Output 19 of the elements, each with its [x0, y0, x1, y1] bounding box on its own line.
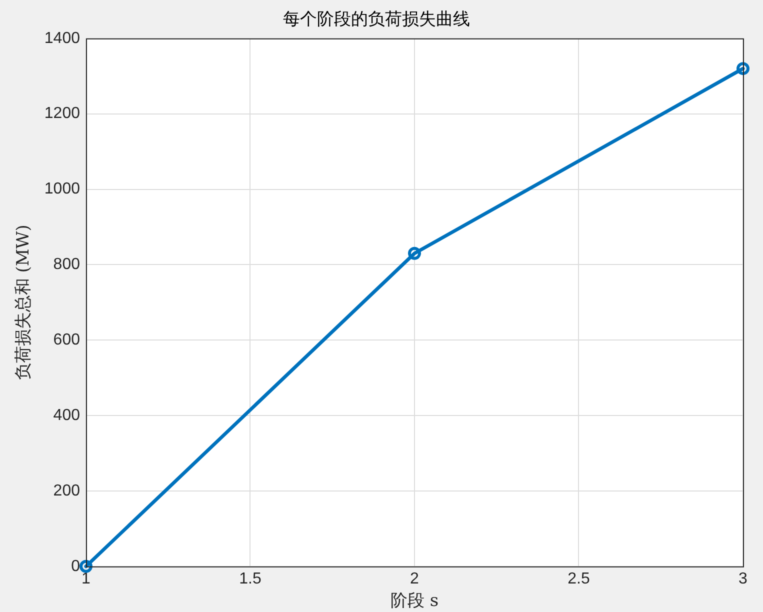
x-axis-title: 阶段 s — [390, 591, 439, 612]
point — [408, 246, 421, 260]
point — [736, 62, 750, 76]
y-tick-label: 1000 — [44, 180, 80, 198]
y-tick-label: 200 — [53, 482, 80, 500]
x-tick-label: 3 — [738, 570, 748, 588]
x-tick-label: 2 — [410, 570, 420, 588]
x-tick-label: 1.5 — [239, 570, 262, 588]
x-tick-label: 2.5 — [568, 570, 590, 588]
y-axis-title: 负荷损失总和 (MW) — [14, 224, 34, 380]
y-tick-label: 1200 — [44, 105, 80, 122]
point — [79, 560, 92, 573]
y-tick-label: 400 — [53, 406, 80, 424]
y-tick-label: 0 — [71, 558, 80, 575]
y-tick-label: 800 — [53, 256, 80, 274]
y-tick-label: 600 — [53, 332, 80, 349]
x-tick-label: 1 — [82, 570, 91, 588]
chart-title: 每个阶段的负荷损失曲线 — [283, 10, 470, 30]
y-tick-label: 1400 — [44, 30, 80, 47]
